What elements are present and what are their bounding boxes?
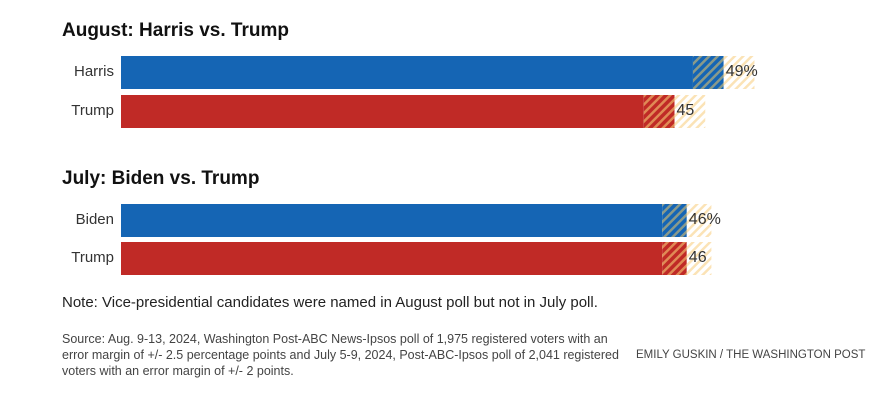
chart-title: July: Biden vs. Trump <box>62 168 260 189</box>
error-margin-lower <box>662 204 687 237</box>
category-label: Biden <box>75 211 114 228</box>
bar-trump <box>121 95 644 128</box>
category-label: Trump <box>71 102 114 119</box>
note: Note: Vice-presidential candidates were … <box>62 294 598 311</box>
error-margin-upper <box>686 204 712 237</box>
bar-trump <box>121 242 663 275</box>
error-margin-upper <box>723 56 755 89</box>
error-margin-upper <box>686 242 712 275</box>
source: Source: Aug. 9-13, 2024, Washington Post… <box>62 332 619 378</box>
value-label: 46 <box>688 249 707 266</box>
credit: EMILY GUSKIN / THE WASHINGTON POST <box>636 349 866 361</box>
bar-biden <box>121 204 663 237</box>
value-label: 49% <box>725 63 758 80</box>
chart-title: August: Harris vs. Trump <box>62 20 289 41</box>
error-margin-lower <box>692 56 724 89</box>
value-label: 46% <box>688 211 721 228</box>
category-label: Harris <box>74 63 114 80</box>
value-label: 45 <box>676 102 695 119</box>
bar-harris <box>121 56 693 89</box>
error-margin-lower <box>662 242 687 275</box>
category-label: Trump <box>71 249 114 266</box>
error-margin-upper <box>674 95 706 128</box>
error-margin-lower <box>643 95 675 128</box>
